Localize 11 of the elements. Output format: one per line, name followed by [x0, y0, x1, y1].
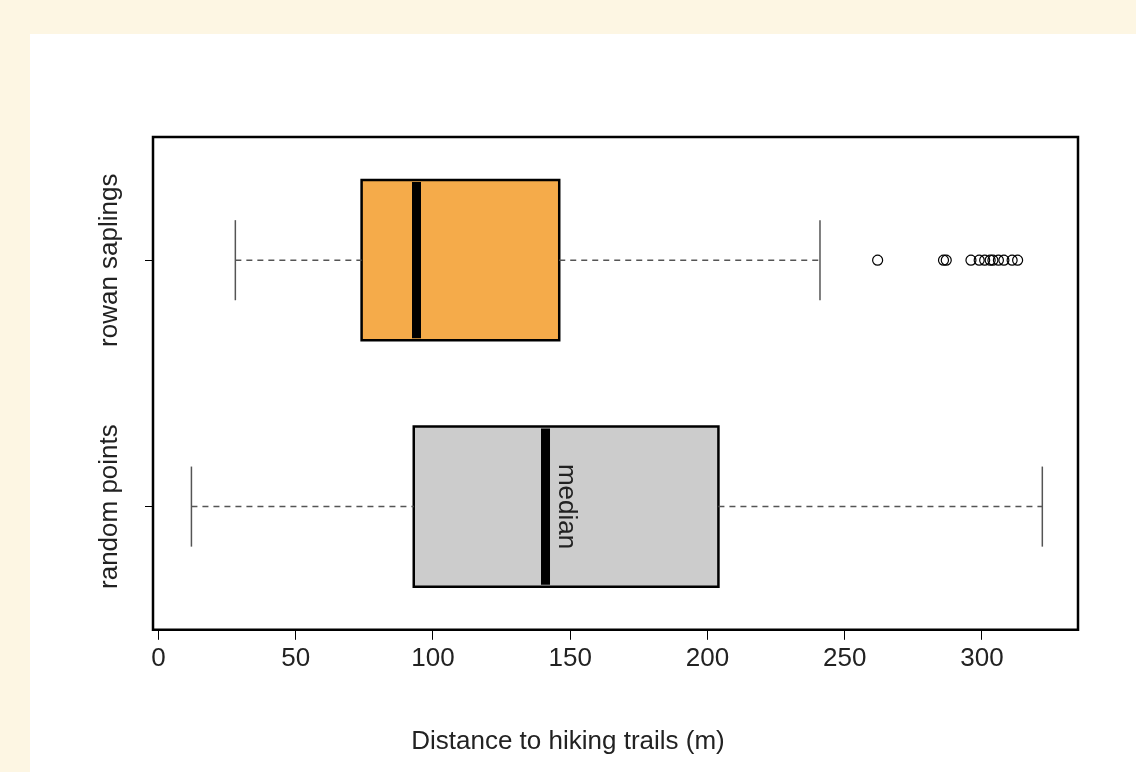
- x-tick-label: 200: [685, 641, 730, 672]
- x-tick-label: 0: [151, 641, 166, 672]
- y-tick-label: rowan saplings: [93, 173, 124, 347]
- x-tick-label: 50: [281, 641, 311, 672]
- x-tick-label: 250: [823, 641, 867, 672]
- x-tick-label: 150: [548, 641, 592, 672]
- x-axis-title: Distance to hiking trails (m): [410, 725, 726, 756]
- annotation: median: [553, 463, 584, 550]
- x-tick-label: 300: [960, 641, 1004, 672]
- y-tick-label: random points: [93, 424, 124, 589]
- x-tick-label: 100: [411, 641, 455, 672]
